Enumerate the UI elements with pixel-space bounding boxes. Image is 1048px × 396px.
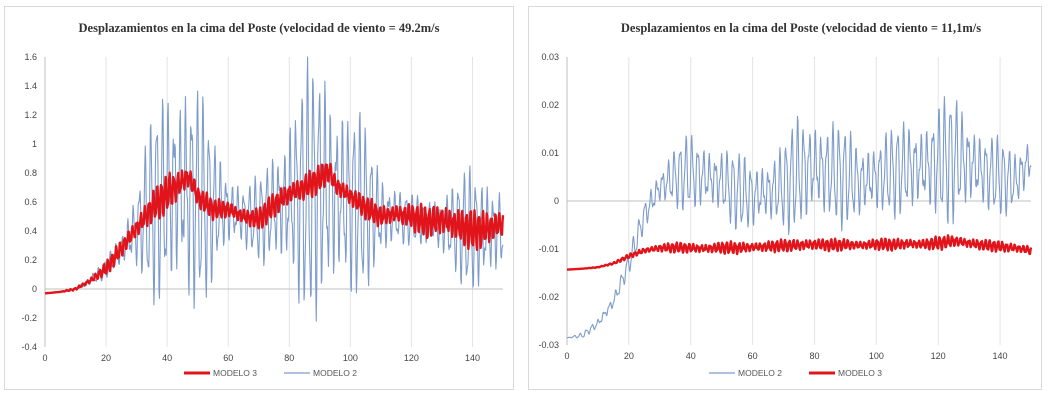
y-tick-label: 0.02: [541, 100, 559, 110]
x-tick-label: 100: [343, 353, 358, 363]
y-tick-label: 0.01: [541, 148, 559, 158]
legend-label: MODELO 3: [838, 368, 882, 378]
x-tick-label: 120: [404, 353, 419, 363]
chart-panel-right: Desplazamientos en la cima del Poste (ve…: [528, 6, 1042, 390]
y-tick-label: 1.4: [24, 81, 37, 91]
chart-panel-left: Desplazamientos en la cima del Poste (ve…: [4, 6, 514, 390]
chart-title: Desplazamientos en la cima del Poste (ve…: [621, 21, 981, 35]
legend-label: MODELO 2: [738, 368, 782, 378]
y-tick-label: -0.03: [538, 340, 559, 350]
x-tick-label: 100: [869, 351, 884, 361]
x-tick-label: 60: [748, 351, 758, 361]
x-tick-label: 80: [284, 353, 294, 363]
x-tick-label: 60: [223, 353, 233, 363]
x-tick-label: 0: [564, 351, 569, 361]
y-tick-label: -0.01: [538, 244, 559, 254]
y-tick-label: -0.4: [21, 342, 37, 352]
x-tick-label: 40: [686, 351, 696, 361]
x-tick-label: 20: [101, 353, 111, 363]
x-tick-label: 120: [931, 351, 946, 361]
chart-title: Desplazamientos en la cima del Poste (ve…: [79, 21, 440, 35]
x-tick-label: 20: [624, 351, 634, 361]
y-tick-label: -0.2: [21, 313, 37, 323]
y-tick-label: 0.03: [541, 52, 559, 62]
y-tick-label: 0.6: [24, 197, 37, 207]
y-tick-label: 0.2: [24, 255, 37, 265]
series-line-modelo-2: [567, 97, 1031, 338]
y-tick-label: 1: [32, 139, 37, 149]
y-tick-label: -0.02: [538, 292, 559, 302]
y-tick-label: 0.4: [24, 226, 37, 236]
y-tick-label: 0: [554, 196, 559, 206]
x-tick-label: 140: [993, 351, 1008, 361]
x-tick-label: 40: [162, 353, 172, 363]
y-tick-label: 1.2: [24, 110, 37, 120]
legend-label: MODELO 3: [213, 368, 257, 378]
x-tick-label: 0: [42, 353, 47, 363]
chart-left-svg: Desplazamientos en la cima del Poste (ve…: [5, 7, 513, 389]
y-tick-label: 1.6: [24, 52, 37, 62]
series-line-modelo-3: [45, 164, 503, 293]
x-tick-label: 140: [465, 353, 480, 363]
y-tick-label: 0.8: [24, 168, 37, 178]
series-line-modelo-3: [567, 235, 1031, 269]
chart-right-svg: Desplazamientos en la cima del Poste (ve…: [529, 7, 1041, 389]
x-tick-label: 80: [809, 351, 819, 361]
y-tick-label: 0: [32, 284, 37, 294]
series-line-modelo-2: [45, 57, 503, 321]
legend-label: MODELO 2: [313, 368, 357, 378]
